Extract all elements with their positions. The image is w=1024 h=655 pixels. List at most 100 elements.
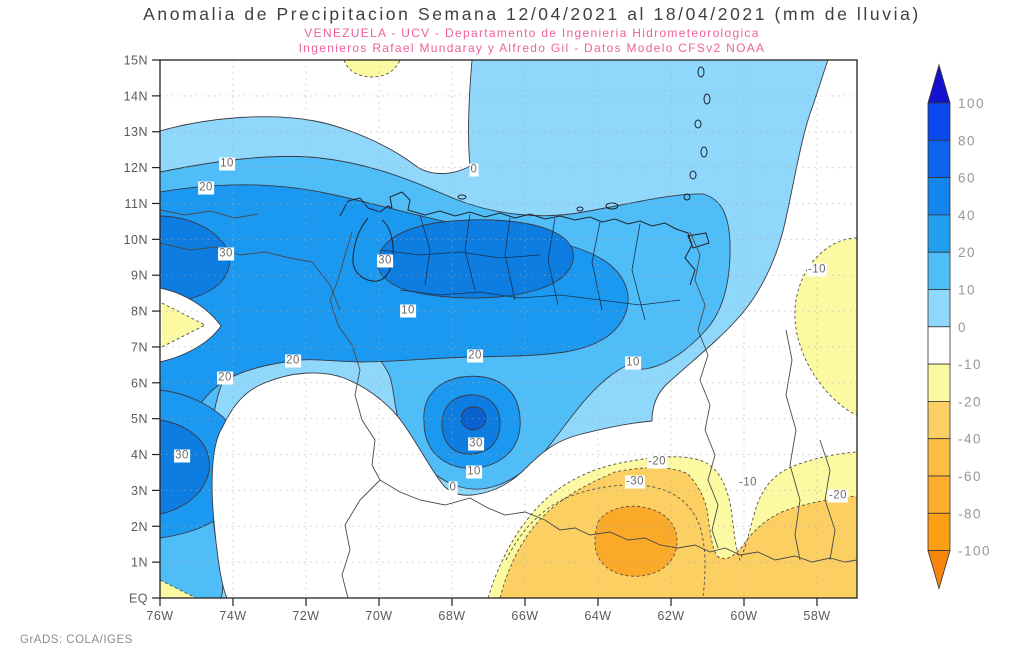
island-curacao xyxy=(457,194,467,200)
colorbar-segment xyxy=(927,214,951,253)
colorbar-tick-label: -60 xyxy=(958,469,982,484)
lat-tick-label: 11N xyxy=(124,197,148,211)
fill-white-north xyxy=(160,60,472,174)
page-title: Anomalia de Precipitacion Semana 12/04/2… xyxy=(143,4,921,24)
lat-tick-label: 14N xyxy=(124,89,148,103)
lon-tick-label: 76W xyxy=(146,609,173,623)
contour-0-north xyxy=(160,60,473,174)
lat-tick-label: 13N xyxy=(124,125,148,139)
colorbar-tick-label: 40 xyxy=(958,208,976,223)
lat-tick-label: 1N xyxy=(131,556,148,570)
lon-tick-label: 68W xyxy=(438,609,465,623)
colorbar-segment xyxy=(927,289,951,328)
island-trinidad xyxy=(687,232,710,249)
grid-lines xyxy=(160,60,857,598)
colorbar-tick-label: 80 xyxy=(958,133,976,148)
coastline-layer xyxy=(339,66,711,286)
lat-tick-label: 7N xyxy=(131,340,148,354)
lake-maracaibo xyxy=(352,217,394,282)
island-margarita xyxy=(605,202,619,210)
state-borders-2 xyxy=(379,249,681,306)
colorbar-arrow-top xyxy=(927,63,951,104)
lon-tick-label: 72W xyxy=(292,609,319,623)
state-borders-1 xyxy=(419,213,646,321)
lat-tick-label: 5N xyxy=(131,412,148,426)
lon-tick-label: 64W xyxy=(584,609,611,623)
border-venezuela-guyana xyxy=(689,231,719,549)
contour-0-west-wedge xyxy=(160,287,222,363)
grads-credit: GrADS: COLA/IGES xyxy=(20,634,133,646)
coastline-venezuela xyxy=(339,191,696,286)
colorbar-segment xyxy=(927,326,951,365)
colorbar-tick-label: -80 xyxy=(958,506,982,521)
colorbar-tick-label: 10 xyxy=(958,283,976,298)
lat-tick-label: 4N xyxy=(131,448,148,462)
border-colombia-brazil xyxy=(341,479,381,598)
fill-neg20-south xyxy=(500,467,857,598)
lat-tick-label: 2N xyxy=(131,520,148,534)
island-antilles-6 xyxy=(683,193,691,201)
colorbar-arrow-bottom xyxy=(927,550,951,591)
contour-neg10-top xyxy=(343,60,401,78)
colorbar-tick-label: -10 xyxy=(958,357,982,372)
lon-tick-label: 60W xyxy=(730,609,757,623)
colorbar-segment xyxy=(927,251,951,290)
island-antilles-2 xyxy=(703,93,711,105)
map-frame xyxy=(159,59,858,599)
country-border-layer xyxy=(160,209,857,598)
state-border-layer xyxy=(379,213,681,321)
border-colombia-central xyxy=(160,242,341,311)
colorbar-tick-label: -40 xyxy=(958,432,982,447)
fill-neg10-west-triangle xyxy=(162,303,205,347)
contour-neg10-east xyxy=(794,237,857,416)
lat-tick-label: EQ xyxy=(129,592,148,606)
lat-tick-label: 8N xyxy=(131,305,148,319)
colorbar-tick-label: 20 xyxy=(958,245,976,260)
subtitle-authors: Ingenieros Rafael Mundaray y Alfredo Gil… xyxy=(298,41,766,55)
contour-neg10-corner xyxy=(160,579,197,598)
border-colombia-north xyxy=(160,209,259,219)
fill-neg10-east-blob xyxy=(794,238,857,415)
fill-neg10-top-blob xyxy=(344,60,400,77)
island-antilles-5 xyxy=(689,170,697,180)
lon-tick-label: 70W xyxy=(365,609,392,623)
lon-tick-label: 74W xyxy=(219,609,246,623)
colorbar-tick-label: -100 xyxy=(958,544,991,559)
border-east-rivers xyxy=(819,439,836,561)
island-small-west xyxy=(576,206,584,212)
border-guyana-suriname xyxy=(785,329,801,561)
border-colombia-venezuela xyxy=(329,231,381,481)
border-venezuela-brazil xyxy=(379,479,857,563)
subtitle-organization: VENEZUELA - UCV - Departamento de Ingeni… xyxy=(304,26,760,40)
fill-neg40-core xyxy=(594,505,678,577)
colorbar-segment xyxy=(927,177,951,216)
colorbar-segment xyxy=(927,102,951,141)
fill-30-central xyxy=(377,219,574,299)
lat-tick-label: 12N xyxy=(124,161,148,175)
island-antilles-1 xyxy=(697,66,705,78)
lat-tick-label: 3N xyxy=(131,484,148,498)
contour-neg10-south xyxy=(487,451,857,598)
contour-neg20-south xyxy=(499,467,857,598)
colorbar-tick-label: 100 xyxy=(958,96,985,111)
colorbar-tick-label: 0 xyxy=(958,320,967,335)
colorbar-segment xyxy=(927,512,951,551)
colorbar-segment xyxy=(927,438,951,477)
lon-tick-label: 66W xyxy=(511,609,538,623)
colorbar-segment xyxy=(927,363,951,402)
island-antilles-3 xyxy=(694,119,702,129)
lat-tick-label: 10N xyxy=(124,233,148,247)
contour-0-southeast xyxy=(211,60,829,598)
colorbar-segment xyxy=(927,139,951,179)
lat-tick-label: 15N xyxy=(124,54,148,68)
axis-ticks-and-labels: 15N 14N 13N 12N 11N 10N 9N 8N 7N 6N 5N 4N 3N 2N 1N EQ 76… xyxy=(124,54,831,624)
contour-fill-layers xyxy=(160,60,857,598)
colorbar-segment xyxy=(927,475,951,514)
colorbar-tick-label: 60 xyxy=(958,171,976,186)
lon-tick-label: 58W xyxy=(803,609,830,623)
island-antilles-4 xyxy=(700,146,708,158)
lat-tick-label: 9N xyxy=(131,269,148,283)
